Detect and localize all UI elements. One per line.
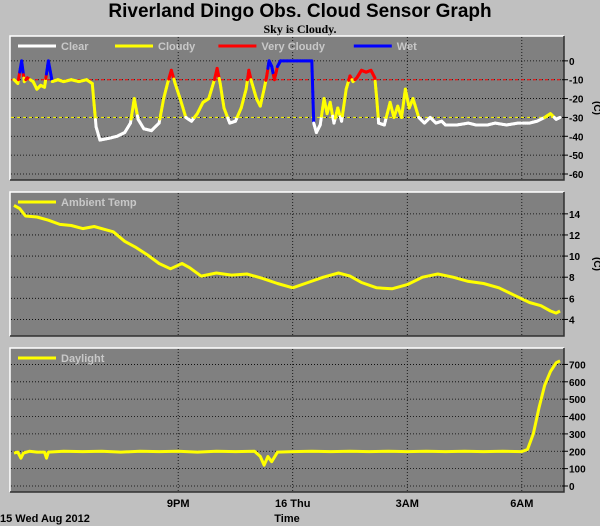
legend-item: Wet (353, 41, 417, 53)
y-tick-label: -30 (569, 113, 584, 124)
y-tick-label: -40 (569, 132, 584, 143)
panel-background (10, 192, 564, 336)
y-tick-label: 0 (569, 482, 575, 493)
panel-bevel-dark (10, 348, 565, 493)
x-axis-date-label: 15 Wed Aug 2012 (0, 513, 90, 525)
x-tick-label: 6AM (510, 498, 533, 510)
panel-background (10, 348, 564, 492)
legend-label: Clear (61, 41, 89, 53)
y-tick-label: -20 (569, 95, 584, 106)
panel-daylight: 700 600 500 400 300 200 100 0 Daylight (9, 347, 586, 493)
panel-bevel-light (9, 191, 564, 336)
y-tick-label: 400 (569, 413, 586, 424)
y-tick-label: 0 (569, 57, 575, 68)
y-tick-label: 6 (569, 294, 575, 305)
y-tick-label: -50 (569, 151, 584, 162)
legend-label: Cloudy (158, 41, 196, 53)
y-tick-label: 700 (569, 360, 586, 371)
series-line-ambient (13, 204, 561, 315)
x-axis-title: Time (274, 513, 299, 525)
y-tick-label: 200 (569, 447, 586, 458)
legend-label: Very Cloudy (261, 41, 325, 53)
y-axis-unit: (C) (591, 257, 600, 271)
y-tick-label: -10 (569, 76, 584, 87)
panel-bevel-dark (10, 192, 565, 337)
y-tick-label: 600 (569, 378, 586, 389)
legend-item: Daylight (18, 353, 105, 365)
x-tick-label: 3AM (396, 498, 419, 510)
legend-label: Daylight (61, 353, 105, 365)
y-axis-unit: (C) (591, 101, 600, 115)
x-tick-label: 16 Thu (275, 498, 310, 510)
legend-item: Cloudy (115, 41, 196, 53)
y-tick-label: 8 (569, 273, 575, 284)
panel-cloud: 0 -10 -20 -30 -40 -50 -60 (C) Clear Cloudy Very Cl… (9, 35, 600, 181)
page-title: Riverland Dingo Obs. Cloud Sensor Graph (108, 1, 492, 22)
panel-bevel-light (9, 347, 564, 492)
panel-bevel-dark (10, 36, 565, 181)
y-tick-label: 10 (569, 252, 581, 263)
y-tick-label: 14 (569, 210, 581, 221)
y-tick-label: 4 (569, 315, 575, 326)
y-tick-label: 100 (569, 465, 586, 476)
y-tick-label: 500 (569, 395, 586, 406)
panel-bevel-light (9, 35, 564, 180)
legend-item: Very Cloudy (218, 41, 326, 53)
series-line-daylight (13, 359, 561, 467)
y-tick-label: -60 (569, 170, 584, 181)
panel-ambient: 14 12 10 8 6 4 (C) Ambient Temp (9, 191, 600, 337)
y-tick-label: 300 (569, 430, 586, 441)
y-tick-label: 12 (569, 231, 581, 242)
legend-item: Ambient Temp (18, 197, 137, 209)
legend-label: Wet (397, 41, 417, 53)
legend-label: Ambient Temp (61, 197, 137, 209)
legend-item: Clear (18, 41, 89, 53)
sky-status: Sky is Cloudy. (263, 22, 337, 36)
x-tick-label: 9PM (167, 498, 190, 510)
